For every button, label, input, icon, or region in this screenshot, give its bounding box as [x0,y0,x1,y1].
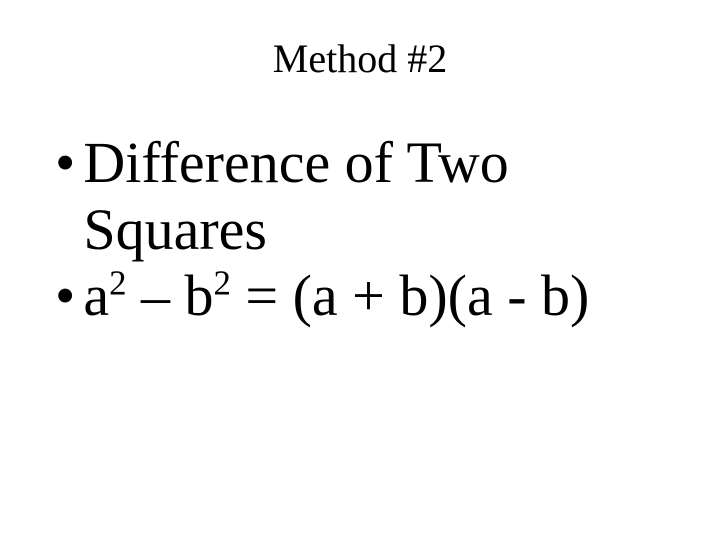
formula-exp1: 2 [109,264,126,303]
slide-title: Method #2 [0,35,720,82]
bullet-marker: • [55,263,75,330]
formula-rest: = (a + b)(a - b) [231,263,589,328]
bullet-marker: • [55,130,75,197]
formula-minus: – [126,263,184,328]
formula-a: a [83,263,109,328]
bullet-item: • Difference of Two Squares [55,130,680,263]
slide-body: • Difference of Two Squares • a2 – b2 = … [55,130,680,330]
formula-exp2: 2 [213,264,230,303]
slide: Method #2 • Difference of Two Squares • … [0,0,720,540]
formula-b: b [184,263,213,328]
bullet-text: Difference of Two Squares [83,130,680,263]
bullet-item: • a2 – b2 = (a + b)(a - b) [55,263,680,330]
formula-text: a2 – b2 = (a + b)(a - b) [83,263,680,330]
